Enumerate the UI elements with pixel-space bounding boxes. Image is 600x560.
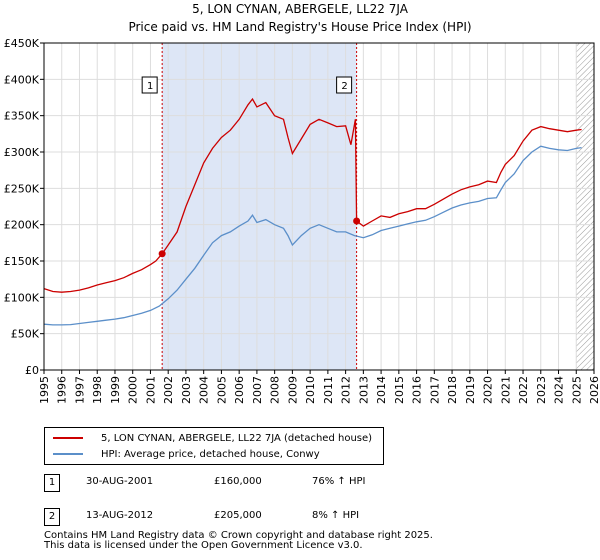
y-tick-label: £0: [25, 364, 39, 377]
y-tick-label: £50K: [11, 328, 40, 341]
x-tick-label: 2007: [251, 376, 264, 404]
sale-price: £205,000: [214, 510, 262, 521]
legend-label-hpi: HPI: Average price, detached house, Conw…: [101, 448, 320, 460]
x-tick-label: 2008: [269, 376, 282, 404]
price-chart: 1 2 £0 £50K £100K £150K £200K £250K £300K £350K £…: [4, 37, 600, 404]
legend-label-property: 5, LON CYNAN, ABERGELE, LL22 7JA (detach…: [101, 432, 373, 444]
x-tick-label: 2026: [588, 376, 600, 404]
x-tick-label: 2010: [304, 376, 317, 404]
x-tick-label: 2015: [393, 376, 406, 404]
x-tick-label: 2002: [162, 376, 175, 404]
legend-swatch-hpi: [53, 453, 83, 455]
x-tick-label: 1995: [38, 376, 51, 404]
sale-box-label-2: 2: [341, 81, 347, 92]
footer-copyright: Contains HM Land Registry data © Crown c…: [44, 530, 433, 541]
x-tick-label: 2012: [340, 376, 353, 404]
plot-frame: [43, 42, 595, 371]
x-tick-label: 2020: [482, 376, 495, 404]
chart-subtitle: Price paid vs. HM Land Registry's House …: [128, 20, 472, 34]
x-tick-label: 2014: [375, 376, 388, 404]
x-tick-label: 1996: [56, 376, 69, 404]
x-tick-label: 1998: [91, 376, 104, 404]
sale-point-2: [353, 217, 361, 225]
x-tick-label: 2003: [180, 376, 193, 404]
legend-item-hpi: HPI: Average price, detached house, Conw…: [53, 447, 320, 461]
x-tick-label: 1999: [109, 376, 122, 404]
y-tick-label: £250K: [4, 182, 40, 195]
y-tick-label: £150K: [4, 255, 40, 268]
x-tick-label: 2019: [464, 376, 477, 404]
x-tick-label: 2021: [499, 376, 512, 404]
x-tick-label: 2004: [198, 376, 211, 404]
footer-licence: This data is licensed under the Open Gov…: [44, 540, 363, 551]
x-tick-label: 2024: [553, 376, 566, 404]
projection-hatch: [576, 43, 594, 370]
x-tick-label: 2013: [357, 376, 370, 404]
sale-number-badge: 2: [44, 508, 60, 526]
x-tick-label: 2011: [322, 376, 335, 404]
y-tick-label: £350K: [4, 110, 40, 123]
chart-title: 5, LON CYNAN, ABERGELE, LL22 7JA: [192, 2, 408, 16]
y-tick-label: £400K: [4, 73, 40, 86]
x-tick-label: 2022: [517, 376, 530, 404]
x-tick-label: 1997: [73, 376, 86, 404]
x-tick-label: 2025: [570, 376, 583, 404]
x-tick-label: 2000: [127, 376, 140, 404]
x-tick-label: 2018: [446, 376, 459, 404]
sale-date: 13-AUG-2012: [86, 510, 154, 521]
sale-point-1: [158, 250, 166, 258]
ownership-period-shade: [162, 43, 357, 370]
sale-row: 1 30-AUG-2001 £160,000 76% ↑ HPI: [44, 474, 564, 508]
x-tick-label: 2016: [411, 376, 424, 404]
hpi-line: [43, 145, 582, 326]
sale-row: 2 13-AUG-2012 £205,000 8% ↑ HPI: [44, 508, 564, 542]
sale-box-2: [336, 76, 353, 94]
y-tick-label: £300K: [4, 146, 40, 159]
sale-number-badge: 1: [44, 474, 60, 492]
sale-box-1: [141, 76, 158, 94]
sale-date: 30-AUG-2001: [86, 476, 154, 487]
x-tick-label: 2001: [144, 376, 157, 404]
legend-item-property: 5, LON CYNAN, ABERGELE, LL22 7JA (detach…: [53, 431, 372, 445]
x-tick-label: 2005: [215, 376, 228, 404]
x-tick-label: 2006: [233, 376, 246, 404]
sales-table: 1 30-AUG-2001 £160,000 76% ↑ HPI 2 13-AU…: [44, 474, 564, 542]
sale-hpi-change: 8% ↑ HPI: [312, 510, 360, 521]
y-tick-label: £450K: [4, 37, 40, 50]
footer: Contains HM Land Registry data © Crown c…: [44, 531, 433, 551]
x-tick-label: 2017: [428, 376, 441, 404]
y-tick-label: £100K: [4, 291, 40, 304]
property-price-line: [43, 97, 582, 293]
y-tick-label: £200K: [4, 219, 40, 232]
x-tick-label: 2023: [535, 376, 548, 404]
x-tick-label: 2009: [286, 376, 299, 404]
sale-box-label-1: 1: [147, 81, 153, 92]
sale-hpi-change: 76% ↑ HPI: [312, 476, 366, 487]
legend-swatch-property: [53, 437, 83, 439]
legend: 5, LON CYNAN, ABERGELE, LL22 7JA (detach…: [44, 427, 384, 465]
sale-price: £160,000: [214, 476, 262, 487]
